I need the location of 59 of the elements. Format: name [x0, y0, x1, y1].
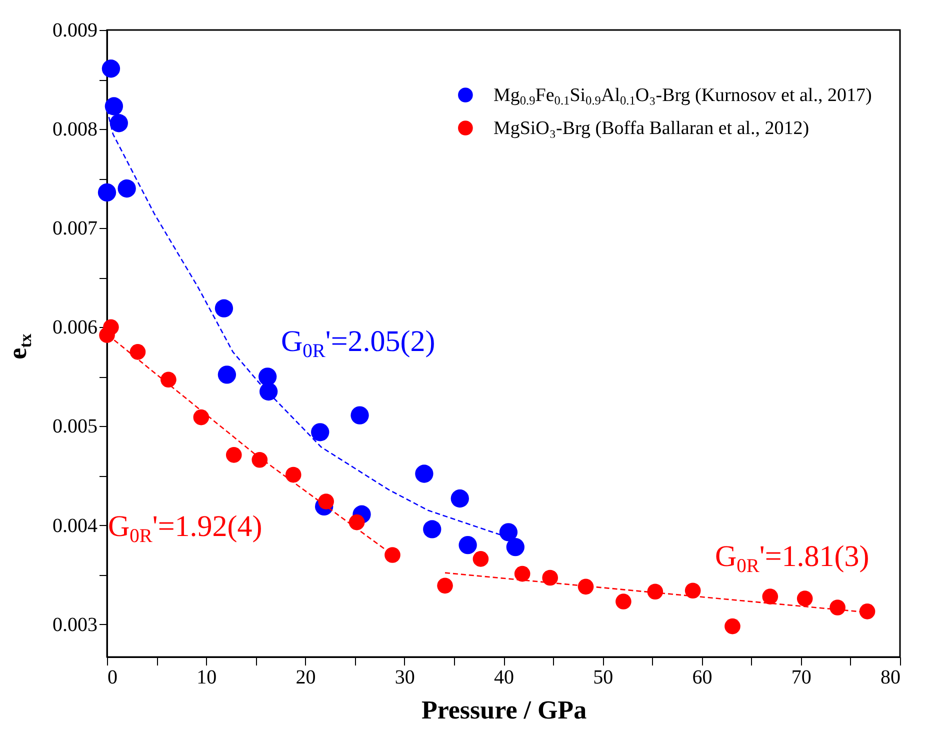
point [160, 372, 176, 388]
point [384, 547, 400, 563]
point [472, 551, 489, 567]
point [285, 466, 302, 483]
point [762, 588, 778, 604]
point [226, 447, 242, 463]
point [458, 536, 477, 554]
point [859, 604, 876, 620]
x-tick-label: 0 [108, 666, 118, 688]
x-tick-label: 40 [494, 666, 514, 688]
y-tick-label: 0.006 [52, 316, 98, 339]
x-tick-label: 50 [593, 666, 614, 688]
point [578, 578, 594, 595]
point [259, 382, 278, 401]
point [684, 582, 701, 599]
point [830, 600, 846, 616]
point [616, 594, 632, 610]
point [110, 114, 128, 132]
point [423, 520, 442, 538]
x-tick-label: 70 [791, 666, 812, 688]
point [348, 514, 365, 530]
y-tick-label: 0.004 [52, 514, 98, 537]
point [506, 538, 524, 556]
x-tick-label: 20 [296, 666, 316, 688]
point [311, 423, 330, 442]
y-tick-label: 0.007 [52, 218, 98, 240]
y-tick-label: 0.003 [52, 614, 98, 636]
point [647, 584, 664, 600]
point [104, 97, 124, 116]
y-axis-title: etx [3, 333, 35, 360]
point [499, 523, 518, 542]
point [99, 327, 115, 343]
x-axis-title: Pressure / GPa [421, 696, 587, 724]
legend-label: MgSiO₃-Brg (Boffa Ballaran et al., 2012) [493, 118, 810, 139]
point [542, 570, 558, 586]
point [450, 489, 469, 508]
y-tick-label: 0.009 [52, 20, 98, 42]
point [118, 179, 136, 198]
x-tick-label: 80 [880, 666, 900, 688]
point [214, 299, 234, 318]
point [437, 578, 453, 594]
x-tick-label: 60 [692, 666, 712, 688]
point [98, 183, 116, 202]
point [350, 406, 369, 424]
point [102, 60, 120, 78]
point [796, 590, 813, 606]
point [218, 366, 236, 384]
point [724, 618, 740, 634]
point [193, 409, 210, 426]
point [514, 566, 530, 582]
point [130, 344, 146, 360]
point [318, 494, 334, 510]
x-tick-label: 30 [394, 666, 415, 688]
point [415, 464, 434, 483]
point [258, 368, 277, 386]
y-tick-label: 0.008 [52, 118, 98, 141]
x-tick-label: 10 [196, 666, 217, 688]
y-tick-label: 0.005 [52, 416, 98, 438]
point [252, 452, 268, 468]
